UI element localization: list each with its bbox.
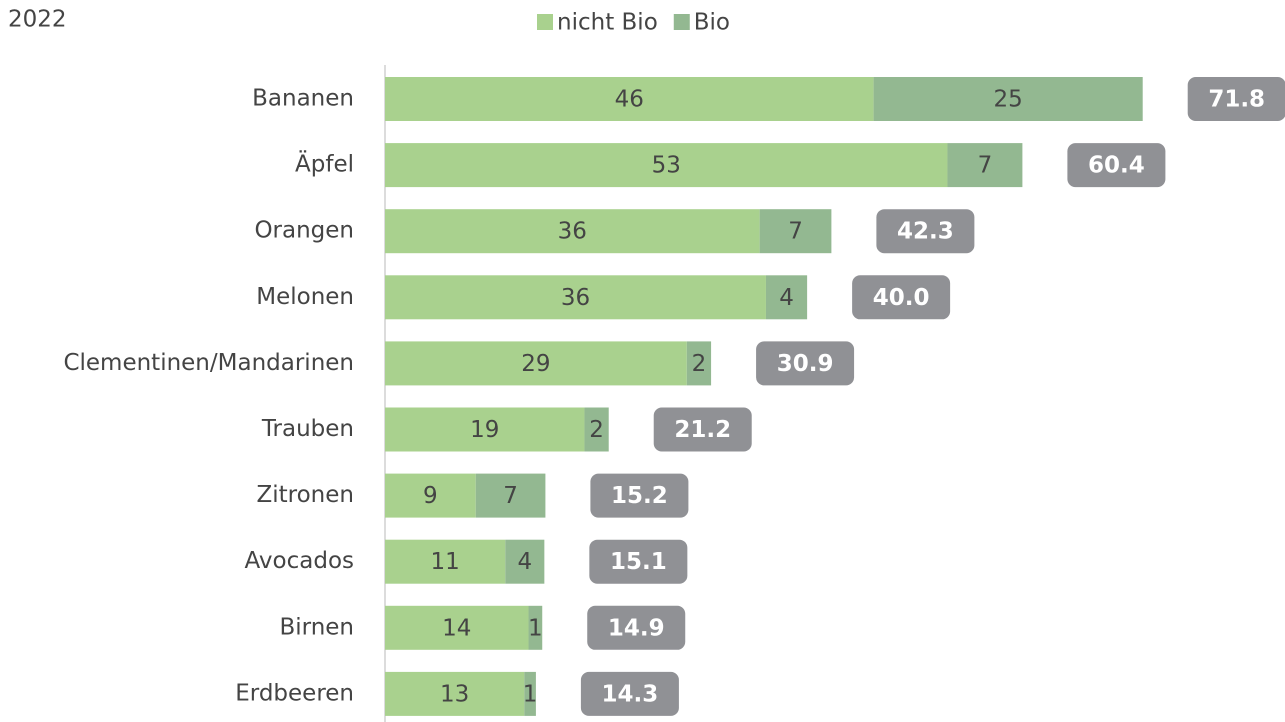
value-label: 11 <box>431 549 460 575</box>
value-label: 25 <box>994 87 1023 113</box>
value-label: 2 <box>589 417 604 443</box>
bar-segment <box>475 473 546 518</box>
value-label: 13 <box>440 681 469 707</box>
total-label: 21.2 <box>674 417 731 443</box>
total-badge <box>653 407 752 452</box>
total-label: 30.9 <box>777 351 834 377</box>
total-badge <box>1067 143 1166 188</box>
bar-segment <box>584 407 609 452</box>
bar-segment <box>385 275 766 320</box>
legend-label: Bio <box>694 10 730 36</box>
value-label: 1 <box>523 681 538 707</box>
bar-segment <box>385 407 585 452</box>
y-tick-label: Äpfel <box>295 150 354 178</box>
bar-segment <box>524 671 536 716</box>
bar-segment <box>947 143 1023 188</box>
value-label: 36 <box>558 219 587 245</box>
y-tick-label: Birnen <box>279 614 354 640</box>
value-label: 4 <box>779 285 794 311</box>
total-badge <box>580 671 679 716</box>
bar-segment <box>385 539 506 584</box>
value-label: 2 <box>692 351 707 377</box>
bar-segment <box>505 539 545 584</box>
y-tick-label: Clementinen/Mandarinen <box>63 350 354 376</box>
value-label: 7 <box>503 483 518 509</box>
y-tick-label: Trauben <box>261 416 354 442</box>
bar-segment <box>385 473 476 518</box>
total-label: 40.0 <box>873 285 930 311</box>
bar-segment <box>873 77 1143 121</box>
y-tick-label: Melonen <box>256 284 354 310</box>
y-tick-label: Avocados <box>245 548 354 574</box>
chart-title: 2022 <box>8 7 67 33</box>
total-label: 60.4 <box>1088 153 1145 179</box>
total-badge <box>587 605 686 650</box>
y-tick-label: Erdbeeren <box>235 680 354 706</box>
value-label: 29 <box>521 351 550 377</box>
total-label: 15.2 <box>611 483 668 509</box>
value-label: 53 <box>652 153 681 179</box>
bar-segment <box>385 341 687 386</box>
value-label: 19 <box>470 417 499 443</box>
total-label: 71.8 <box>1208 87 1265 113</box>
y-tick-label: Zitronen <box>257 482 355 508</box>
total-badge <box>852 275 951 320</box>
legend-swatch <box>673 14 690 30</box>
value-label: 4 <box>518 549 533 575</box>
legend-label: nicht Bio <box>557 10 658 36</box>
value-label: 7 <box>788 219 803 245</box>
bar-segment <box>385 77 874 121</box>
value-label: 36 <box>561 285 590 311</box>
bar-segment <box>528 605 543 650</box>
bar-segment <box>385 671 525 716</box>
bar-segment <box>385 209 760 254</box>
total-label: 14.9 <box>608 615 665 641</box>
total-label: 42.3 <box>897 219 954 245</box>
value-label: 9 <box>423 483 438 509</box>
bar-segment <box>759 209 832 254</box>
total-badge <box>876 209 975 254</box>
value-label: 14 <box>442 615 471 641</box>
total-label: 15.1 <box>610 549 667 575</box>
total-badge <box>756 341 855 386</box>
legend-swatch <box>537 14 553 30</box>
bar-segment <box>686 341 712 386</box>
total-badge <box>590 473 689 518</box>
value-label: 1 <box>528 615 543 641</box>
total-badge <box>1187 77 1285 121</box>
value-label: 46 <box>615 87 644 113</box>
total-label: 14.3 <box>602 681 659 707</box>
y-tick-label: Orangen <box>254 218 354 244</box>
bar-segment <box>765 275 808 320</box>
bar-segment <box>385 605 529 650</box>
y-tick-label: Bananen <box>252 86 354 112</box>
value-label: 7 <box>978 153 993 179</box>
total-badge <box>589 539 688 584</box>
bar-segment <box>385 143 948 188</box>
